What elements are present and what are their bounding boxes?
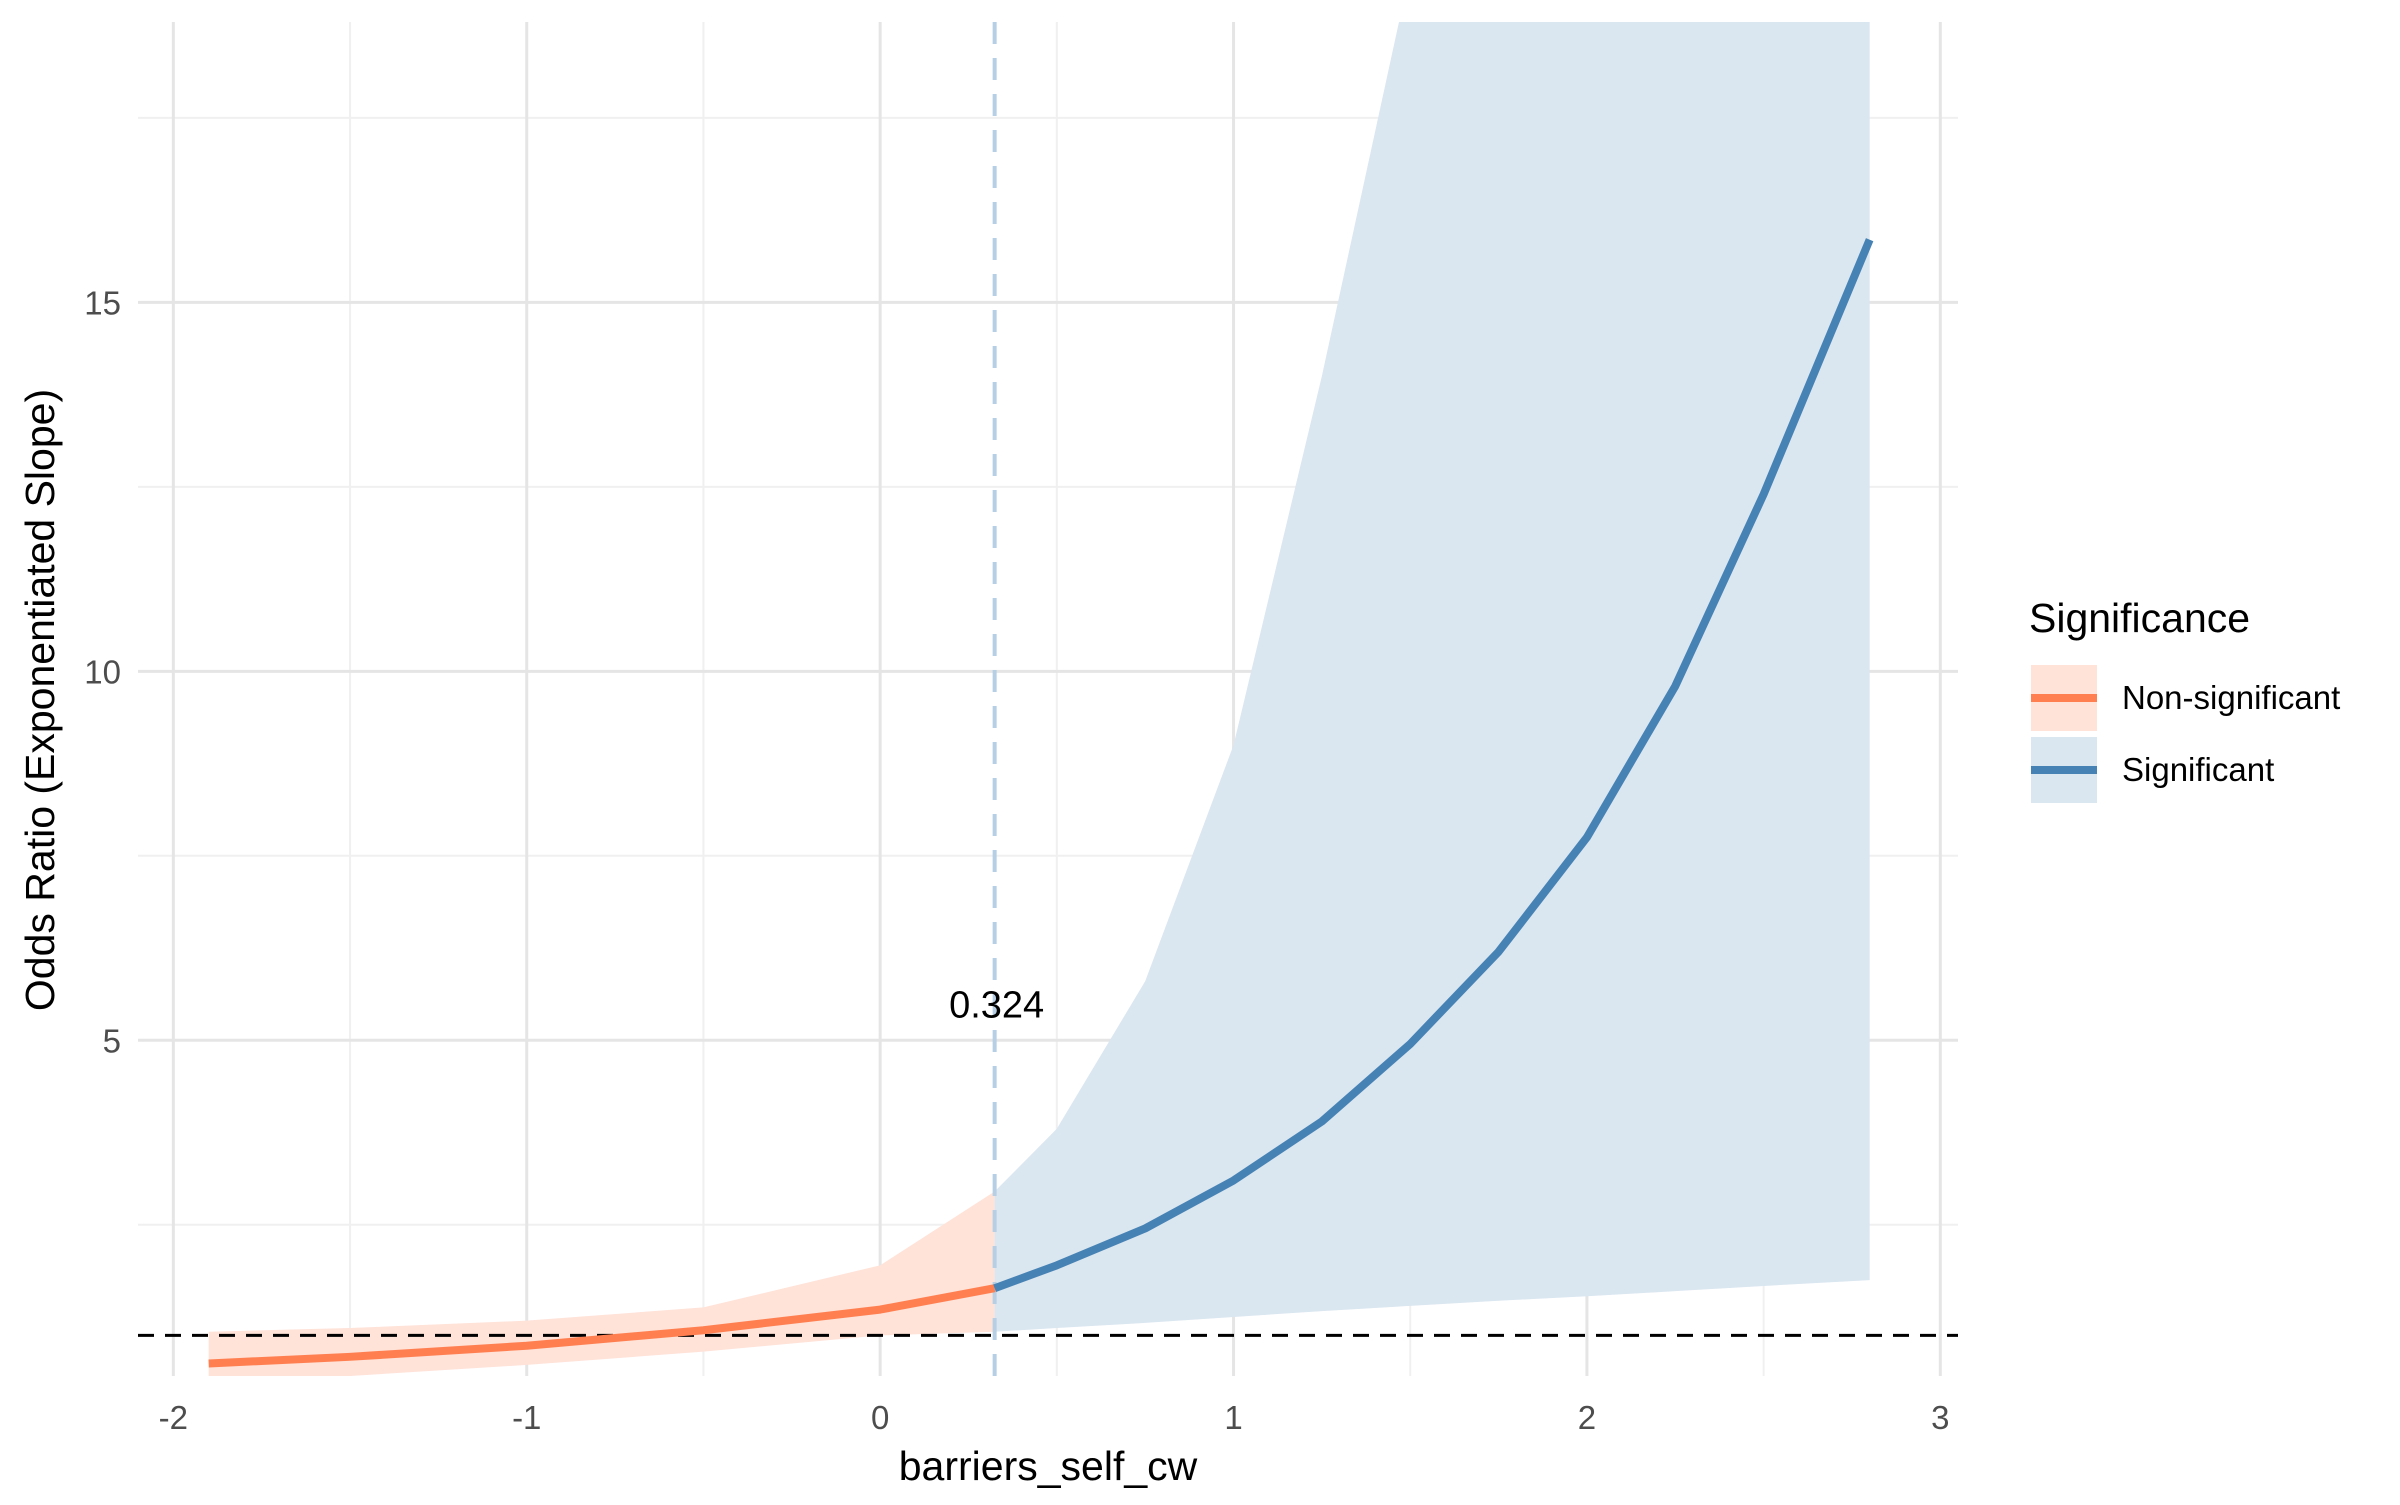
y-axis-ticks: 5 10 15: [84, 284, 121, 1059]
x-tick-label: 1: [1224, 1399, 1242, 1436]
x-axis-title: barriers_self_cw: [899, 1443, 1198, 1489]
series-line-significant: [993, 238, 1874, 1292]
y-axis-title: Odds Ratio (Exponentiated Slope): [17, 389, 63, 1011]
confidence-bands: [208, 22, 1870, 1376]
confidence-band-non-significant: [208, 1191, 995, 1376]
y-tick-label: 15: [84, 284, 121, 321]
series-line-non-significant: [208, 1284, 996, 1368]
threshold-label: 0.324: [949, 984, 1044, 1026]
legend-title: Significance: [2029, 595, 2250, 641]
legend-entry-non-significant: Non-significant: [2031, 665, 2340, 731]
legend-label-significant: Significant: [2122, 751, 2274, 788]
x-tick-label: 0: [871, 1399, 889, 1436]
x-tick-label: -2: [159, 1399, 188, 1436]
x-tick-label: 2: [1578, 1399, 1596, 1436]
x-tick-label: -1: [512, 1399, 541, 1436]
x-tick-label: 3: [1931, 1399, 1949, 1436]
confidence-band-significant: [994, 22, 1870, 1332]
reference-lines: [138, 22, 1958, 1376]
y-tick-label: 5: [103, 1022, 121, 1059]
x-axis-ticks: -2 -1 0 1 2 3: [159, 1399, 1950, 1436]
series-lines: [208, 238, 1874, 1368]
legend-entry-significant: Significant: [2031, 737, 2274, 803]
legend-label-non-significant: Non-significant: [2122, 679, 2340, 716]
y-tick-label: 10: [84, 653, 121, 690]
legend: Significance Non-significant Significant: [2029, 595, 2340, 803]
